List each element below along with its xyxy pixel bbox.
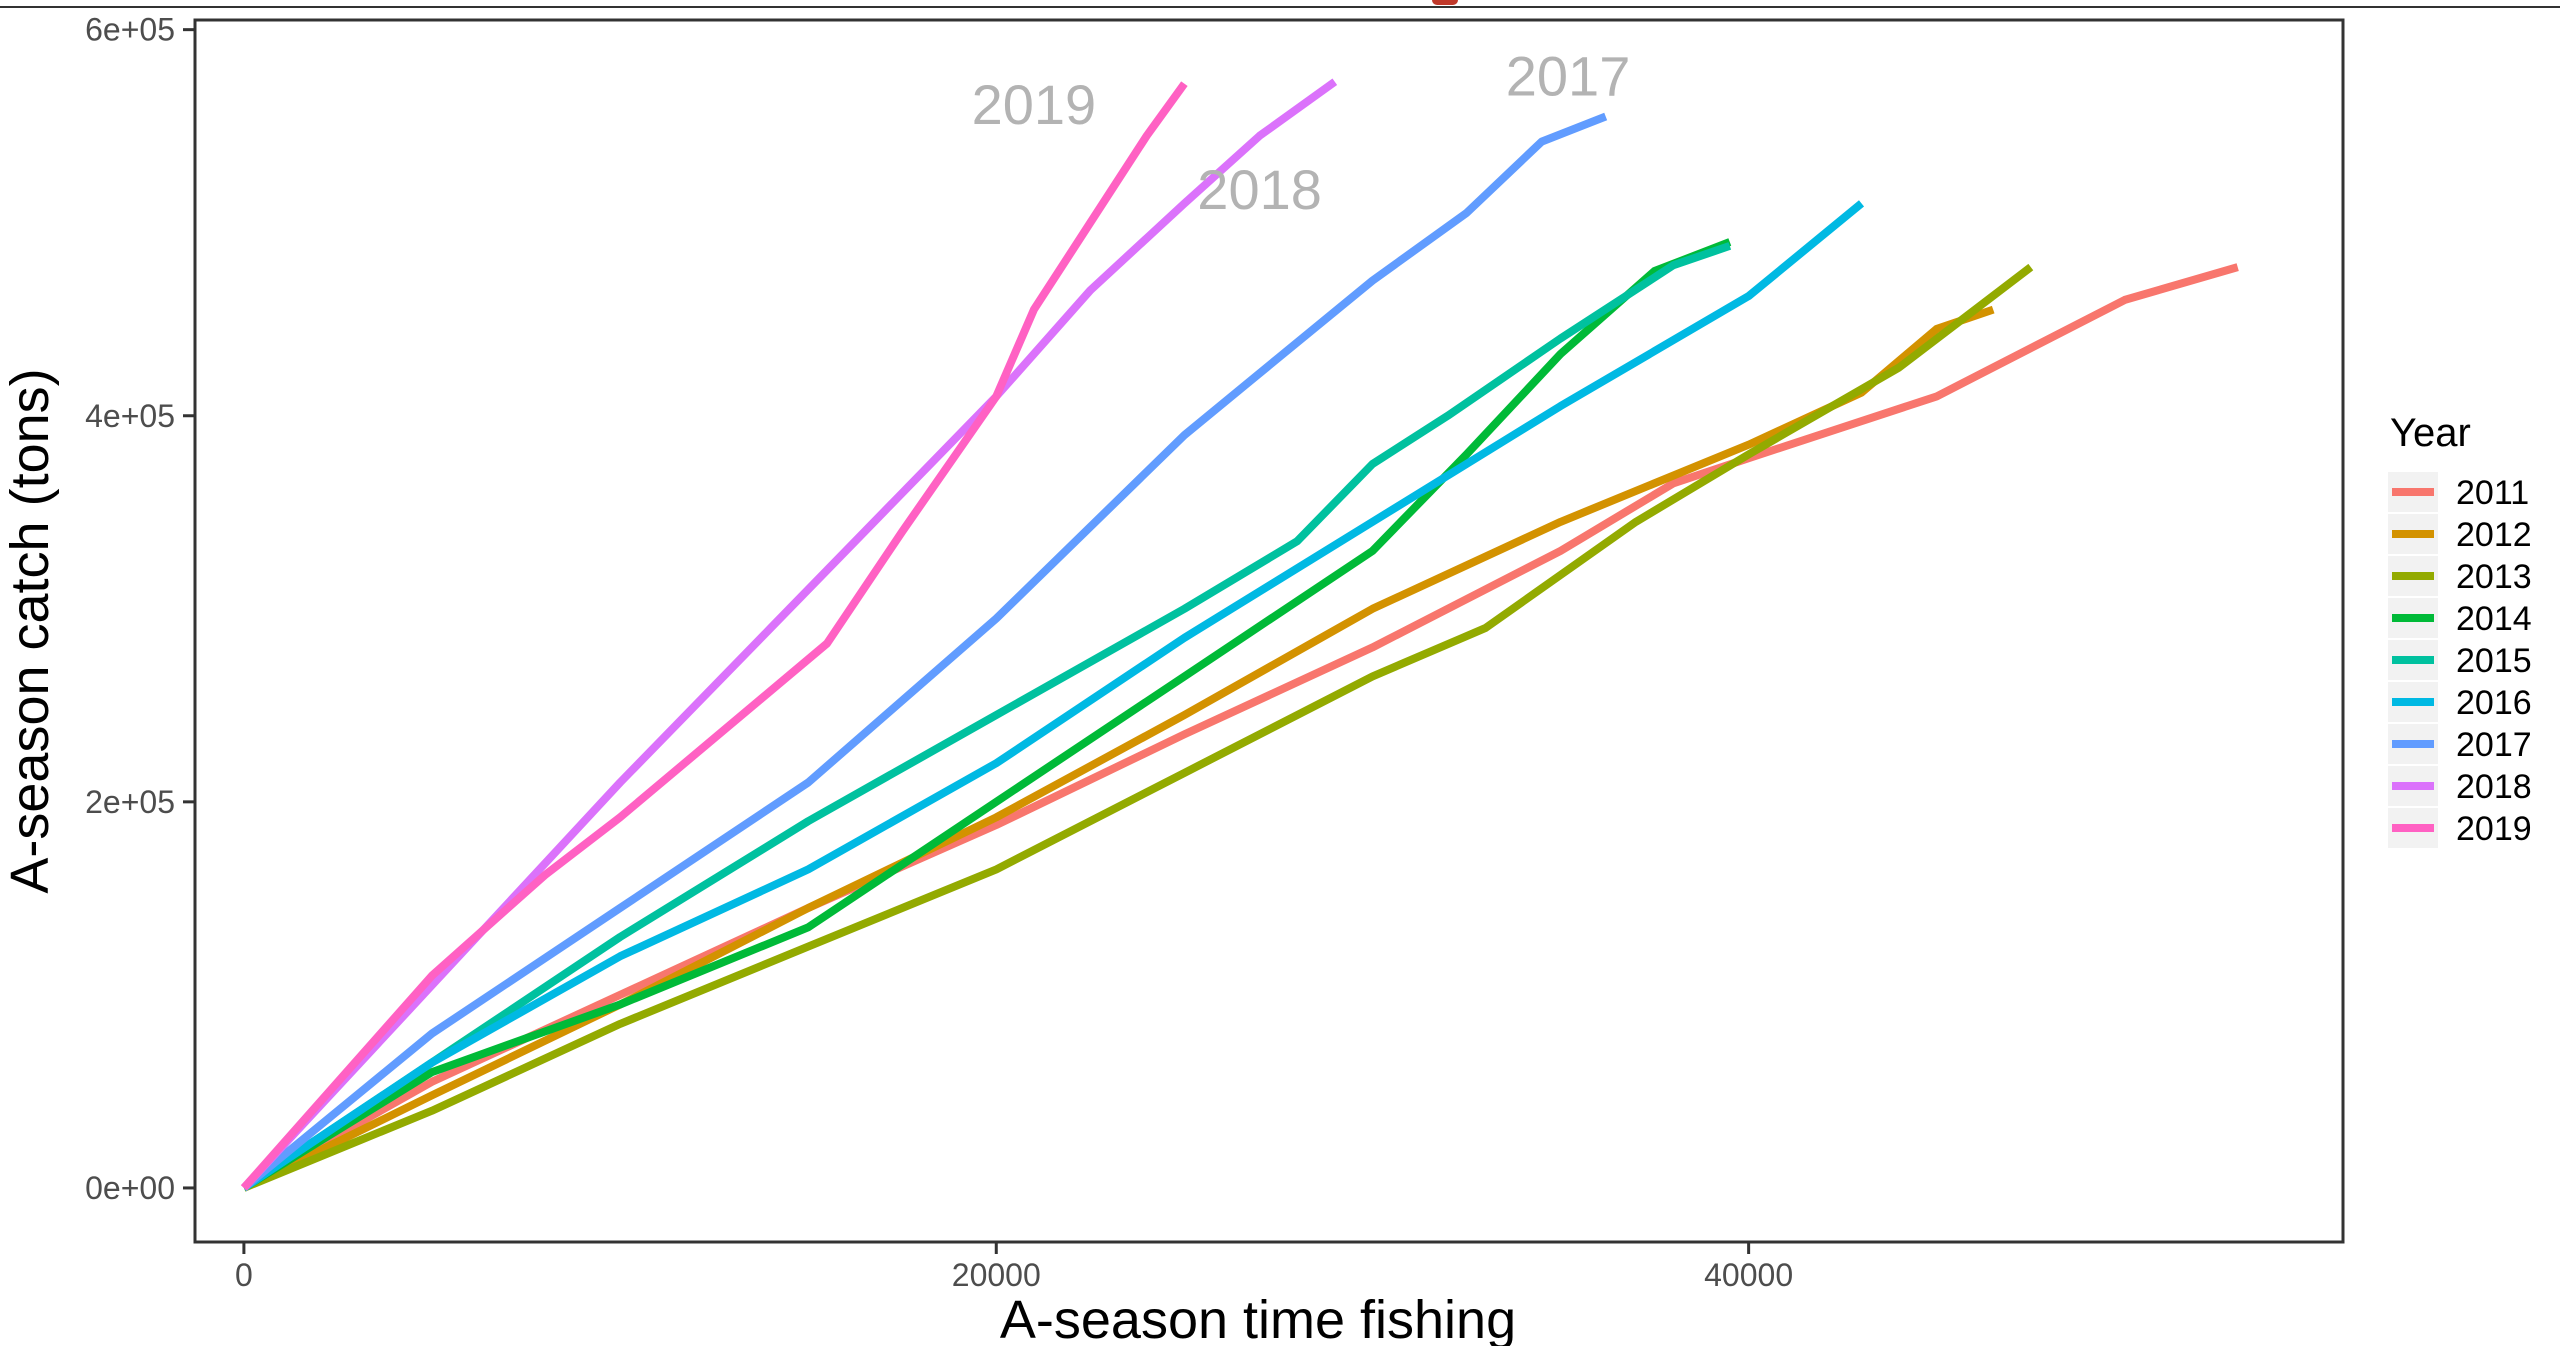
series-annotations: 2019 2018 2017 bbox=[972, 44, 1631, 221]
legend-label-2011: 2011 bbox=[2456, 474, 2529, 512]
legend-title: Year bbox=[2390, 411, 2471, 455]
series-line-2018 bbox=[240, 78, 1338, 1191]
legend-label-2016: 2016 bbox=[2456, 684, 2532, 722]
series-line-2019 bbox=[240, 81, 1188, 1191]
legend-label-2018: 2018 bbox=[2456, 768, 2532, 806]
y-axis-title: A-season catch (tons) bbox=[0, 368, 60, 893]
x-axis-ticks: 0 20000 40000 bbox=[235, 1242, 1793, 1293]
legend-label-2015: 2015 bbox=[2456, 642, 2532, 680]
legend-label-2019: 2019 bbox=[2456, 810, 2532, 848]
series-line-2014 bbox=[241, 238, 1732, 1192]
x-tick-label: 40000 bbox=[1704, 1257, 1793, 1293]
legend-label-2013: 2013 bbox=[2456, 558, 2532, 596]
series-line-2011 bbox=[241, 263, 2239, 1192]
series-line-2015 bbox=[241, 242, 1732, 1192]
annotation-2017: 2017 bbox=[1506, 44, 1631, 107]
top-border-line bbox=[0, 0, 2560, 8]
legend: Year 2011 2012 2013 2014 2015 2016 2017 2018 201… bbox=[2388, 411, 2532, 848]
series-line-2017 bbox=[241, 112, 1608, 1191]
legend-label-2014: 2014 bbox=[2456, 600, 2532, 638]
y-axis-ticks: 0e+00 2e+05 4e+05 6e+05 bbox=[85, 12, 195, 1206]
y-tick-label: 2e+05 bbox=[85, 784, 175, 820]
y-tick-label: 4e+05 bbox=[85, 398, 175, 434]
annotation-2018: 2018 bbox=[1197, 158, 1322, 221]
y-tick-label: 0e+00 bbox=[85, 1170, 175, 1206]
series-lines bbox=[240, 78, 2239, 1192]
series-line-2013 bbox=[242, 263, 2034, 1192]
series-line-2016 bbox=[241, 200, 1865, 1192]
x-axis-title: A-season time fishing bbox=[1000, 1290, 1516, 1346]
legend-label-2012: 2012 bbox=[2456, 516, 2532, 554]
y-tick-label: 6e+05 bbox=[85, 12, 175, 48]
x-tick-label: 20000 bbox=[952, 1257, 1041, 1293]
x-tick-label: 0 bbox=[235, 1257, 253, 1293]
title-fragment-mark bbox=[1432, 0, 1458, 5]
legend-label-2017: 2017 bbox=[2456, 726, 2532, 764]
annotation-2019: 2019 bbox=[972, 73, 1097, 136]
